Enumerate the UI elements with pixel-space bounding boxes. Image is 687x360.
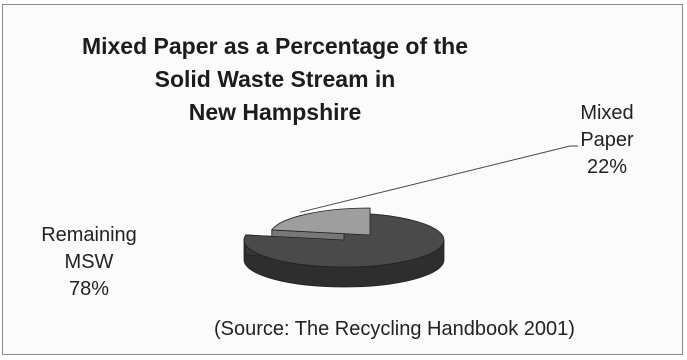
chart-title: Mixed Paper as a Percentage of the Solid… <box>60 30 490 129</box>
data-label-remaining-msw-line-2: MSW <box>64 251 114 273</box>
chart-title-line-2: Solid Waste Stream in <box>154 66 396 92</box>
leader-line-mixed-paper <box>300 145 578 213</box>
chart-frame <box>2 4 683 355</box>
chart-title-line-1: Mixed Paper as a Percentage of the <box>81 33 469 59</box>
chart-title-line-3: New Hampshire <box>188 99 362 125</box>
data-label-mixed-paper-line-2: Paper <box>580 129 634 151</box>
data-label-mixed-paper-line-1: Mixed <box>580 102 634 124</box>
data-label-mixed-paper: Mixed Paper 22% <box>562 100 652 181</box>
data-label-remaining-msw-percent: 78% <box>68 278 110 300</box>
data-label-remaining-msw-line-1: Remaining <box>41 224 137 246</box>
data-label-remaining-msw: Remaining MSW 78% <box>24 222 154 303</box>
data-label-mixed-paper-percent: 22% <box>586 156 628 178</box>
pie-slice-mixed-paper <box>271 207 371 236</box>
pie-slice-remaining-msw <box>243 212 445 268</box>
source-note: (Source: The Recycling Handbook 2001) <box>214 318 575 340</box>
